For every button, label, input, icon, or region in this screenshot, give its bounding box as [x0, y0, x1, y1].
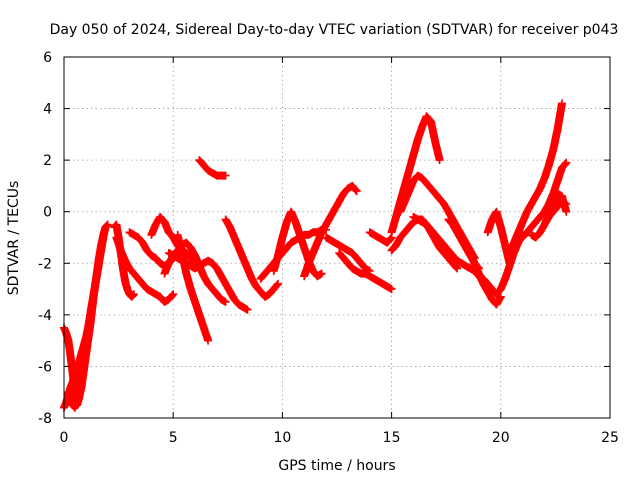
- data-point-crosses: [505, 99, 566, 257]
- y-tick-label: -6: [38, 359, 52, 375]
- data-point-crosses: [540, 189, 571, 229]
- data-point-crosses: [335, 249, 396, 294]
- series-trace-26: [483, 207, 514, 268]
- y-tick-label: 6: [43, 50, 52, 66]
- data-point-crosses: [322, 233, 374, 275]
- series-trace-30: [540, 189, 571, 229]
- y-tick-label: -8: [38, 411, 52, 427]
- data-point-crosses: [195, 156, 230, 180]
- data-point-crosses: [112, 233, 178, 306]
- series-trace-10: [173, 230, 213, 345]
- data-point-crosses: [64, 223, 110, 412]
- data-point-crosses: [365, 228, 396, 247]
- series-trace-15: [300, 181, 361, 281]
- x-tick-label: 15: [383, 430, 401, 446]
- series-trace-3: [64, 223, 110, 412]
- x-tick-labels: 0 5 10 15 20 25: [60, 430, 619, 446]
- y-tick-label: 0: [43, 205, 52, 221]
- series-trace-11: [195, 156, 230, 180]
- data-point-crosses: [164, 249, 252, 314]
- y-axis-label: SDTVAR / TECUs: [6, 181, 22, 296]
- x-tick-label: 5: [169, 430, 178, 446]
- x-axis-label: GPS time / hours: [278, 458, 395, 474]
- series-trace-9: [164, 249, 252, 314]
- data-point-crosses: [461, 241, 505, 309]
- plot-frame: [63, 56, 611, 419]
- data-point-crosses: [518, 158, 571, 242]
- x-tick-label: 0: [60, 430, 69, 446]
- data-point-crosses: [300, 181, 361, 281]
- axis-ticks: [63, 56, 611, 419]
- series-trace-19: [387, 112, 444, 237]
- series-trace-18: [365, 228, 396, 247]
- data-point-crosses: [269, 207, 326, 281]
- chart-title: Day 050 of 2024, Sidereal Day-to-day VTE…: [50, 22, 619, 38]
- series-trace-24: [461, 241, 505, 309]
- x-tick-label: 20: [492, 430, 510, 446]
- grid: [64, 57, 610, 418]
- y-tick-label: -4: [38, 308, 52, 324]
- data-marks: [60, 99, 571, 412]
- data-point-crosses: [483, 207, 514, 268]
- y-tick-labels: -8 -6 -4 -2 0 2 4 6: [38, 50, 52, 427]
- series-trace-5: [112, 233, 178, 306]
- series-trace-17: [335, 249, 396, 294]
- x-tick-label: 25: [601, 430, 619, 446]
- y-tick-label: 4: [43, 102, 52, 118]
- series-trace-12: [221, 215, 282, 301]
- data-point-crosses: [221, 215, 282, 301]
- series-trace-28: [518, 158, 571, 242]
- y-tick-label: 2: [43, 153, 52, 169]
- series-trace-16: [322, 233, 374, 275]
- series-trace-14: [269, 207, 326, 281]
- series-trace-27: [505, 99, 566, 257]
- data-point-crosses: [387, 112, 444, 237]
- data-point-crosses: [173, 230, 213, 345]
- x-tick-label: 10: [273, 430, 291, 446]
- y-tick-label: -2: [38, 256, 52, 272]
